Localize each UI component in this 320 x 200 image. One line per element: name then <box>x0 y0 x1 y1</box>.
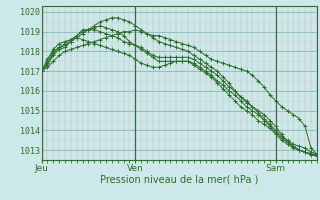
X-axis label: Pression niveau de la mer( hPa ): Pression niveau de la mer( hPa ) <box>100 175 258 185</box>
